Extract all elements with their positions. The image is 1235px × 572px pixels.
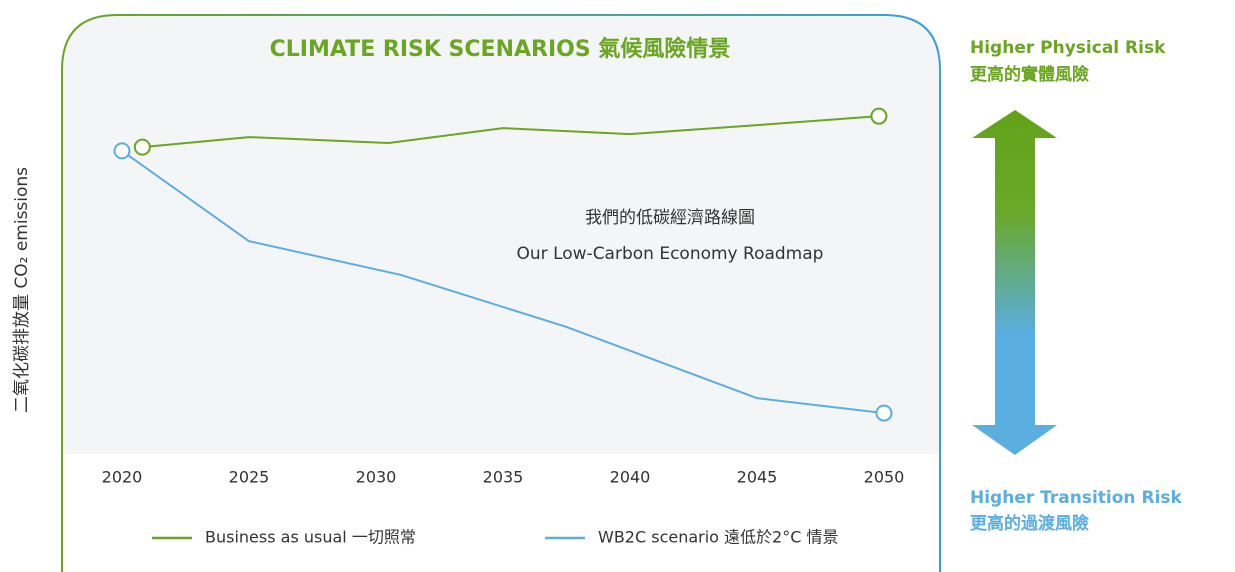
x-tick-label: 2045	[737, 468, 778, 487]
x-tick-label: 2050	[864, 468, 905, 487]
x-tick-label: 2025	[229, 468, 270, 487]
risk-label: Higher Physical Risk	[970, 38, 1166, 58]
series-line	[121, 150, 885, 415]
panel	[62, 15, 940, 572]
x-tick-label: 2020	[102, 468, 143, 487]
endpoint-marker	[113, 142, 131, 160]
x-tick-label: 2040	[610, 468, 651, 487]
endpoint-marker	[133, 138, 151, 156]
x-tick-label: 2035	[483, 468, 524, 487]
endpoint-marker	[870, 107, 888, 125]
panel-border	[61, 14, 941, 572]
annotation: Our Low-Carbon Economy Roadmap	[517, 244, 824, 264]
risk-label: 更高的過渡風險	[970, 513, 1089, 534]
chart-title: CLIMATE RISK SCENARIOS 氣候風險情景	[270, 36, 731, 62]
x-tick-label: 2030	[356, 468, 397, 487]
risk-arrow	[972, 110, 1057, 455]
series-line	[142, 115, 879, 149]
legend-label: WB2C scenario 遠低於2°C 情景	[598, 528, 839, 547]
y-axis-label: 二氧化碳排放量 CO₂ emissions	[12, 167, 32, 413]
risk-label: Higher Transition Risk	[970, 488, 1182, 508]
annotation: 我們的低碳經濟路線圖	[585, 208, 755, 228]
risk-label: 更高的實體風險	[970, 64, 1089, 85]
endpoint-marker	[875, 404, 893, 422]
legend-label: Business as usual 一切照常	[205, 528, 416, 547]
panel-footer	[63, 454, 939, 572]
